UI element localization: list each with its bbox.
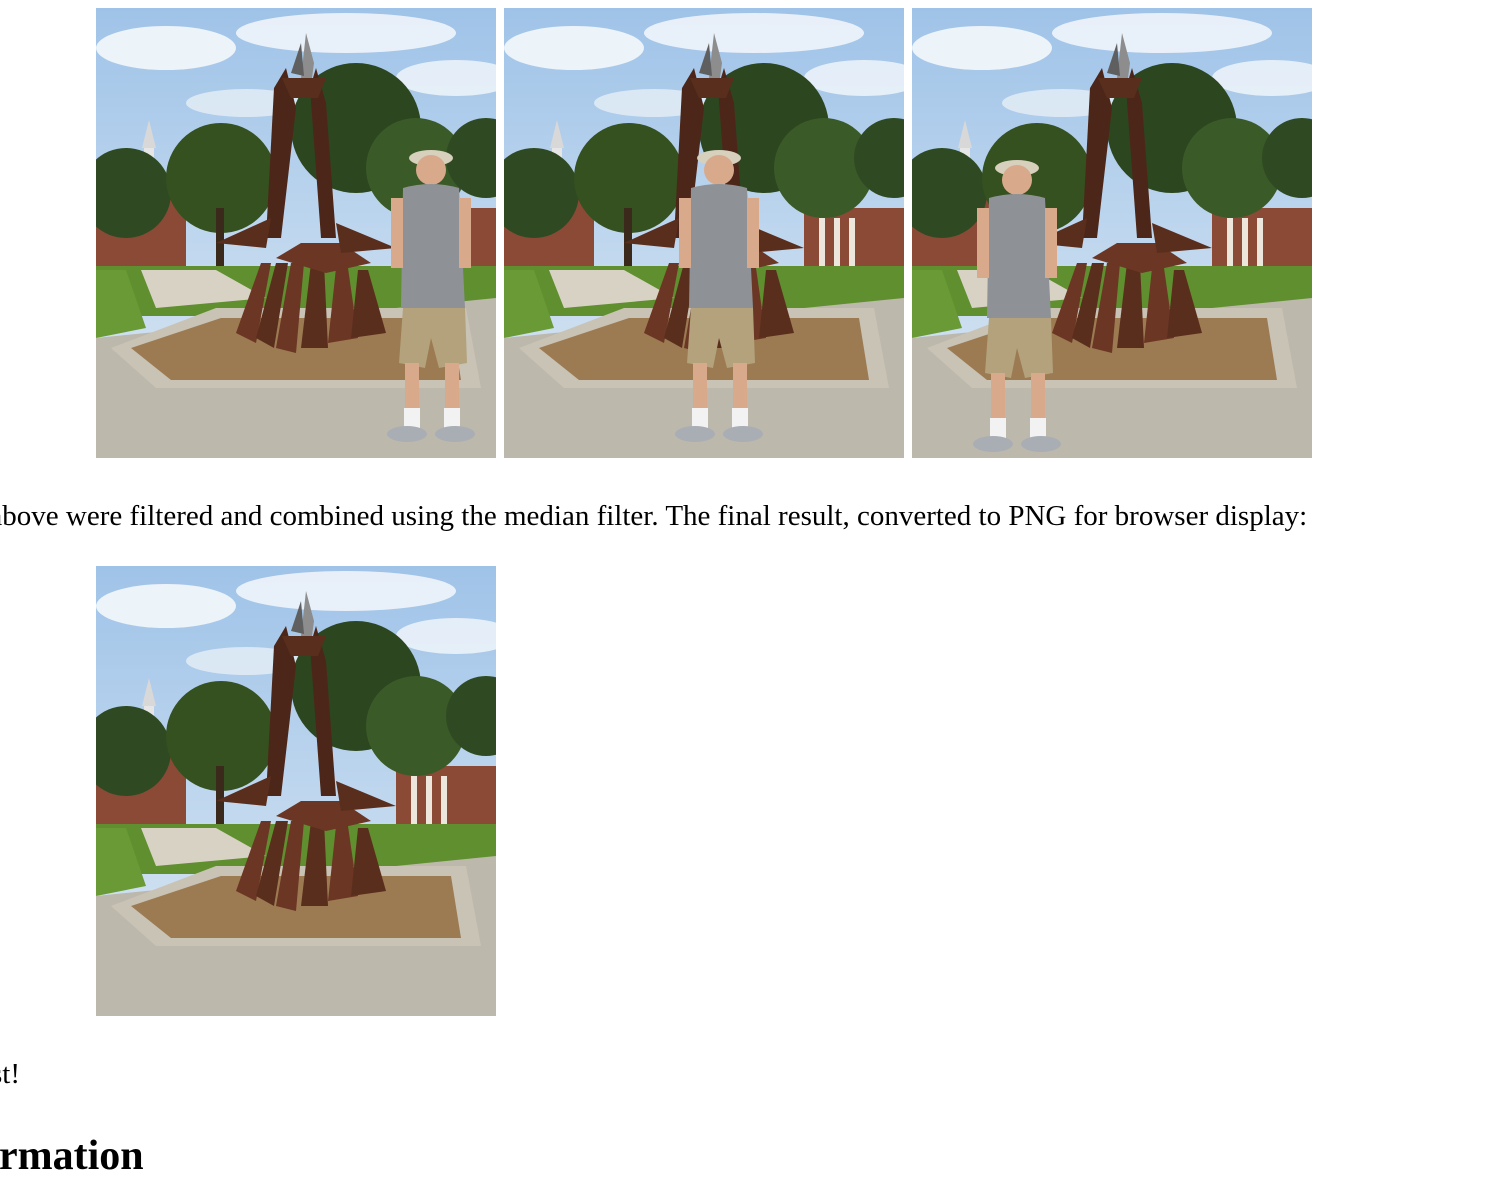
median-filter-caption: es above were filtered and combined usin… (0, 500, 1308, 532)
median-result-photo (96, 566, 496, 1016)
walker-middle-image (504, 8, 904, 458)
walker-front-photo (96, 8, 496, 458)
walker-middle-photo (504, 8, 904, 458)
walker-back-image (912, 8, 1312, 458)
median-result-image (96, 566, 496, 1016)
walker-front-image (96, 8, 496, 458)
closing-text: st! (0, 1058, 20, 1090)
walker-back-photo (912, 8, 1312, 458)
section-heading: ormation (0, 1133, 144, 1179)
